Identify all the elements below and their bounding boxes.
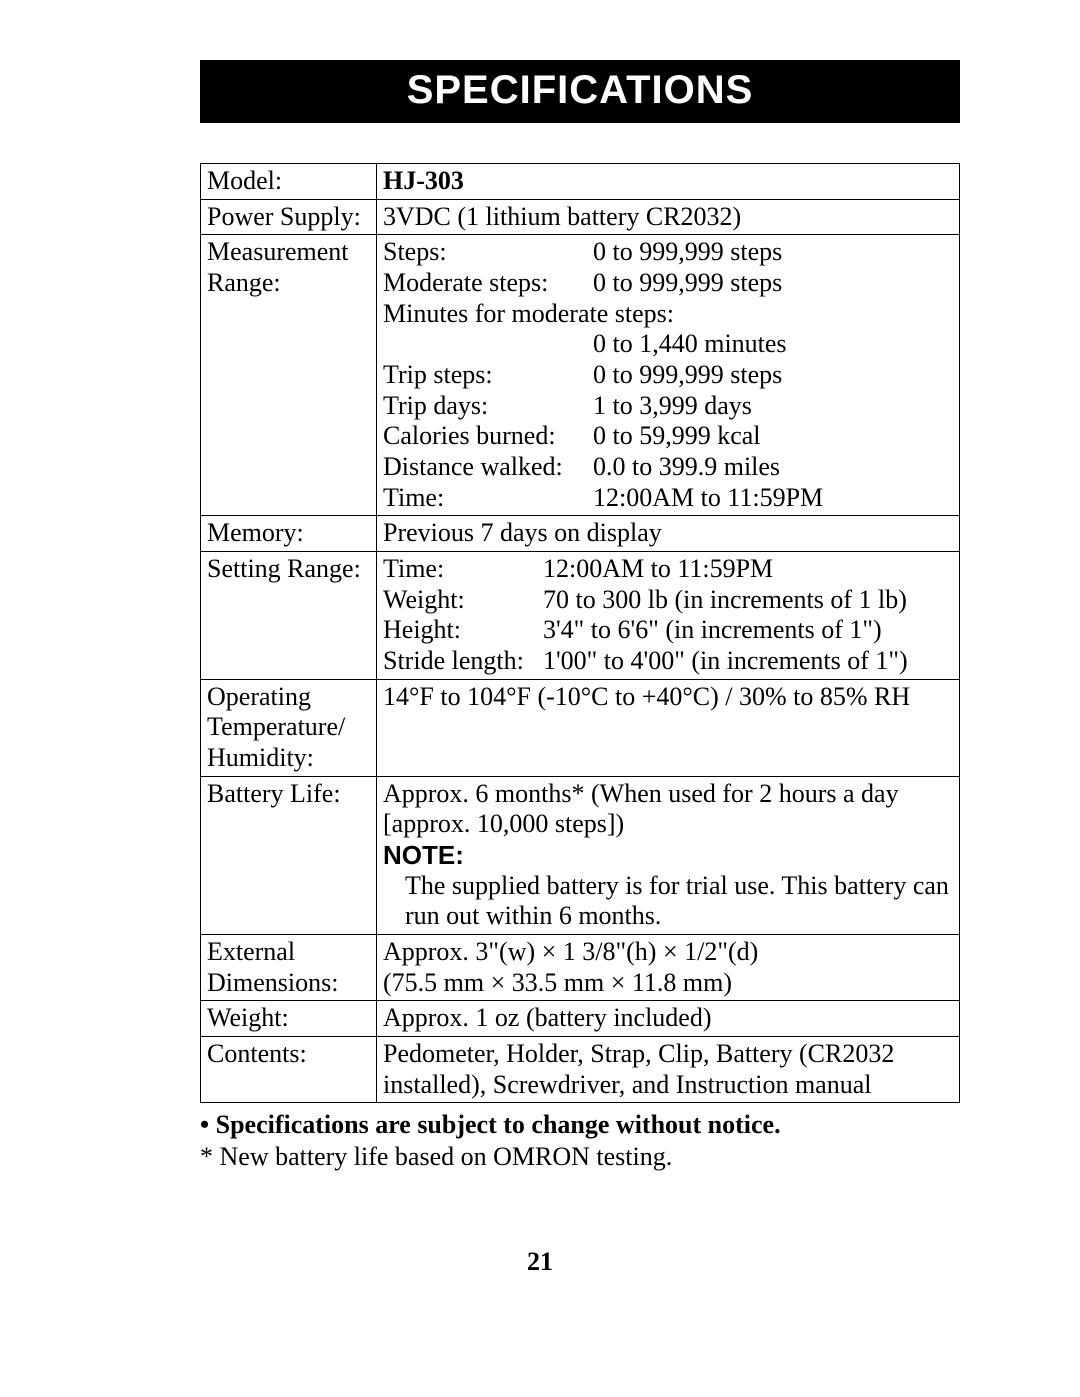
kv-row: Calories burned: 0 to 59,999 kcal [383,421,953,452]
kv-key: Trip steps: [383,360,593,391]
page: SPECIFICATIONS Model: HJ-303 Power Suppl… [0,0,1080,1397]
section-title-banner: SPECIFICATIONS [200,60,960,123]
kv-row: Distance walked: 0.0 to 399.9 miles [383,452,953,483]
footnotes: • Specifications are subject to change w… [200,1109,960,1171]
kv-val: 0 to 59,999 kcal [593,421,761,452]
dimensions-metric: (75.5 mm × 33.5 mm × 11.8 mm) [383,968,953,999]
note-text: The supplied battery is for trial use. T… [383,871,953,932]
spec-label: Weight: [201,1001,377,1037]
kv-key: Steps: [383,237,593,268]
kv-row: 0 to 1,440 minutes [383,329,953,360]
table-row: Power Supply: 3VDC (1 lithium battery CR… [201,199,960,235]
note-label: NOTE: [383,840,953,871]
page-number: 21 [0,1247,1080,1277]
kv-val: 0.0 to 399.9 miles [593,452,780,483]
table-row: Battery Life: Approx. 6 months* (When us… [201,776,960,934]
kv-val: 1 to 3,999 days [593,391,752,422]
spec-label: Battery Life: [201,776,377,934]
spec-value: Pedometer, Holder, Strap, Clip, Battery … [377,1037,960,1103]
model-number: HJ-303 [383,166,464,195]
spec-value: Steps: 0 to 999,999 steps Moderate steps… [377,235,960,516]
kv-key: Time: [383,483,593,514]
spec-value: 14°F to 104°F (-10°C to +40°C) / 30% to … [377,679,960,776]
table-row: External Dimensions: Approx. 3"(w) × 1 3… [201,935,960,1001]
spec-label: Measurement Range: [201,235,377,516]
kv-key: Distance walked: [383,452,593,483]
battery-life-text: Approx. 6 months* (When used for 2 hours… [383,779,953,840]
spec-value: HJ-303 [377,164,960,200]
spec-value: Approx. 6 months* (When used for 2 hours… [377,776,960,934]
table-row: Measurement Range: Steps: 0 to 999,999 s… [201,235,960,516]
spec-value: Approx. 3"(w) × 1 3/8"(h) × 1/2"(d) (75.… [377,935,960,1001]
kv-row: Minutes for moderate steps: [383,299,953,330]
spec-label: Power Supply: [201,199,377,235]
kv-row: Time: 12:00AM to 11:59PM [383,483,953,514]
kv-key: Stride length: [383,646,543,677]
kv-val: 12:00AM to 11:59PM [593,483,823,514]
spec-label: Setting Range: [201,552,377,680]
kv-row: Weight: 70 to 300 lb (in increments of 1… [383,585,953,616]
spec-value: Time: 12:00AM to 11:59PM Weight: 70 to 3… [377,552,960,680]
kv-row: Time: 12:00AM to 11:59PM [383,554,953,585]
footnote-asterisk: * New battery life based on OMRON testin… [200,1141,960,1172]
table-row: Model: HJ-303 [201,164,960,200]
kv-key: Trip days: [383,391,593,422]
kv-key: Weight: [383,585,543,616]
table-row: Setting Range: Time: 12:00AM to 11:59PM … [201,552,960,680]
kv-key [383,329,593,360]
table-row: Contents: Pedometer, Holder, Strap, Clip… [201,1037,960,1103]
kv-val: 0 to 999,999 steps [593,237,782,268]
table-row: Memory: Previous 7 days on display [201,516,960,552]
kv-val: 0 to 1,440 minutes [593,329,787,360]
kv-val: 3'4" to 6'6" (in increments of 1") [543,615,882,646]
footnote-bullet-text: • Specifications are subject to change w… [200,1110,781,1139]
kv-key: Minutes for moderate steps: [383,299,674,330]
kv-row: Height: 3'4" to 6'6" (in increments of 1… [383,615,953,646]
spec-value: Previous 7 days on display [377,516,960,552]
kv-key: Calories burned: [383,421,593,452]
table-row: Weight: Approx. 1 oz (battery included) [201,1001,960,1037]
table-row: Operating Temperature/ Humidity: 14°F to… [201,679,960,776]
kv-val: 0 to 999,999 steps [593,360,782,391]
kv-val: 0 to 999,999 steps [593,268,782,299]
spec-value: 3VDC (1 lithium battery CR2032) [377,199,960,235]
spec-label: Memory: [201,516,377,552]
footnote-bullet: • Specifications are subject to change w… [200,1109,960,1140]
spec-label: Contents: [201,1037,377,1103]
dimensions-imperial: Approx. 3"(w) × 1 3/8"(h) × 1/2"(d) [383,937,953,968]
kv-row: Steps: 0 to 999,999 steps [383,237,953,268]
kv-row: Moderate steps: 0 to 999,999 steps [383,268,953,299]
kv-val: 1'00" to 4'00" (in increments of 1") [543,646,908,677]
kv-row: Stride length: 1'00" to 4'00" (in increm… [383,646,953,677]
spec-label: Model: [201,164,377,200]
kv-val: 12:00AM to 11:59PM [543,554,773,585]
spec-value: Approx. 1 oz (battery included) [377,1001,960,1037]
kv-row: Trip steps: 0 to 999,999 steps [383,360,953,391]
kv-key: Height: [383,615,543,646]
kv-val: 70 to 300 lb (in increments of 1 lb) [543,585,907,616]
spec-label: Operating Temperature/ Humidity: [201,679,377,776]
specifications-table: Model: HJ-303 Power Supply: 3VDC (1 lith… [200,163,960,1103]
spec-label: External Dimensions: [201,935,377,1001]
kv-key: Time: [383,554,543,585]
kv-key: Moderate steps: [383,268,593,299]
kv-row: Trip days: 1 to 3,999 days [383,391,953,422]
